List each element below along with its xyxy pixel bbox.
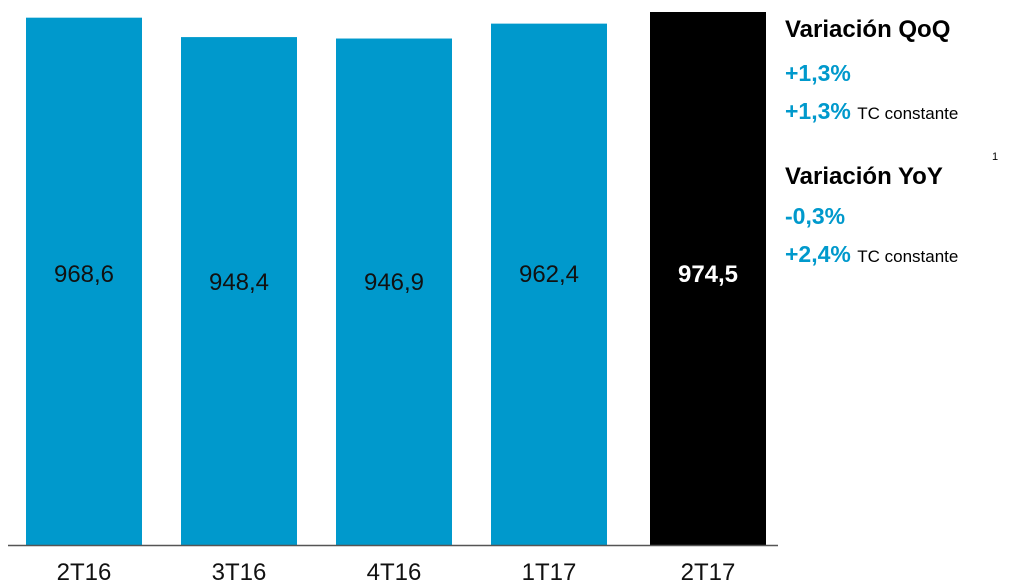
data-label-2T16: 968,6 — [54, 261, 114, 288]
category-label-3T16: 3T16 — [212, 559, 267, 585]
yoy-value: -0,3% — [785, 203, 846, 229]
qoq-value: +1,3% — [785, 60, 851, 86]
category-label-1T17: 1T17 — [522, 559, 577, 585]
category-label-2T17: 2T17 — [681, 559, 736, 585]
yoy-constant-value: +2,4% — [785, 241, 851, 267]
qoq-constant-value: +1,3% — [785, 98, 851, 124]
bar-1T17 — [491, 23, 607, 545]
data-label-2T17: 974,5 — [678, 261, 738, 288]
qoq-constant-row: +1,3% TC constante — [785, 98, 958, 125]
category-label-4T16: 4T16 — [367, 559, 422, 585]
yoy-footnote-marker: 1 — [992, 151, 999, 163]
data-label-4T16: 946,9 — [364, 269, 424, 296]
yoy-constant-note: TC constante — [857, 247, 959, 266]
yoy-title: Variación YoY — [785, 163, 943, 190]
yoy-constant-row: +2,4% TC constante — [785, 241, 958, 268]
bar-3T16 — [181, 37, 297, 545]
bar-2T16 — [26, 17, 142, 545]
bar-2T17 — [650, 12, 766, 545]
qoq-constant-note: TC constante — [857, 104, 959, 123]
qoq-title: Variación QoQ — [785, 16, 951, 43]
data-label-1T17: 962,4 — [519, 261, 579, 288]
data-label-3T16: 948,4 — [209, 269, 269, 296]
category-label-2T16: 2T16 — [57, 559, 112, 585]
revenue-bar-chart: 968,6 2T16 948,4 3T16 946,9 4T16 962,4 1T17 974,… — [8, 12, 778, 585]
bar-4T16 — [336, 38, 452, 545]
